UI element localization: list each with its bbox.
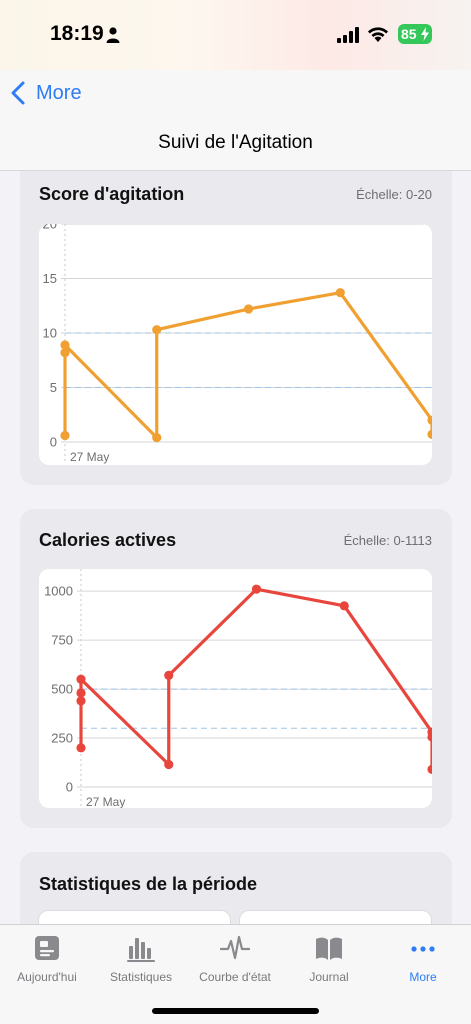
home-indicator xyxy=(152,1008,319,1014)
scroll-content[interactable]: Score d'agitation Échelle: 0-20 0 5 10 15 20… xyxy=(0,171,471,924)
y-tick-label: 0 xyxy=(66,780,73,795)
x-tick-label: 27 May xyxy=(86,795,125,808)
calories-scale-label: Échelle: 0-1113 xyxy=(343,533,432,548)
data-point xyxy=(152,433,162,443)
tab-statistics-label: Statistiques xyxy=(109,970,173,984)
data-point xyxy=(60,430,70,441)
data-point xyxy=(339,601,349,611)
data-point xyxy=(335,288,345,298)
data-point xyxy=(152,325,162,335)
calories-chart-svg: 0 250 500 750 1000 27 May xyxy=(44,569,432,808)
data-point xyxy=(164,759,174,770)
signal-icon xyxy=(337,27,359,43)
wifi-icon xyxy=(368,27,388,42)
y-tick-label: 15 xyxy=(43,271,57,286)
data-point xyxy=(60,340,70,350)
tab-journal-label: Journal xyxy=(309,970,349,984)
tab-today-label: Aujourd'hui xyxy=(17,970,77,984)
data-point xyxy=(76,696,86,706)
data-point xyxy=(427,415,432,425)
stats-card-title: Statistiques de la période xyxy=(39,874,258,894)
x-tick-label: 27 May xyxy=(70,450,109,464)
ellipsis-icon xyxy=(411,946,435,952)
data-point xyxy=(76,688,86,698)
waveform-icon xyxy=(220,935,250,960)
y-tick-label: 0 xyxy=(50,435,57,450)
agitation-chart-svg: 0 5 10 15 20 27 May xyxy=(43,224,432,464)
bolt-icon xyxy=(421,27,429,41)
page-title: Suivi de l'Agitation xyxy=(158,132,313,153)
calories-chart: 0 250 500 750 1000 27 May xyxy=(39,569,432,808)
agitation-card-title: Score d'agitation xyxy=(39,184,185,204)
status-time: 18:19 xyxy=(50,22,104,45)
today-card-icon xyxy=(35,936,59,960)
battery-indicator: 85 xyxy=(398,24,432,44)
y-tick-label: 750 xyxy=(51,633,73,648)
tab-journal[interactable]: Journal xyxy=(282,931,376,991)
tab-more[interactable]: More xyxy=(376,931,470,991)
battery-level: 85 xyxy=(401,26,417,42)
back-button-label: More xyxy=(36,81,82,104)
stats-card: Statistiques de la période xyxy=(20,852,452,924)
chevron-left-icon xyxy=(11,81,25,105)
agitation-chart: 0 5 10 15 20 27 May xyxy=(39,224,432,465)
series-line xyxy=(79,587,432,771)
y-tick-label: 20 xyxy=(43,224,57,232)
y-tick-label: 500 xyxy=(51,682,73,697)
data-point xyxy=(427,732,432,742)
book-icon xyxy=(316,937,342,960)
y-tick-label: 250 xyxy=(51,731,73,746)
y-tick-label: 1000 xyxy=(44,584,73,599)
calories-card: Calories actives Échelle: 0-1113 0 250 500… xyxy=(20,509,452,828)
stat-tile xyxy=(38,910,231,924)
agitation-scale-label: Échelle: 0-20 xyxy=(356,187,432,202)
data-point xyxy=(243,304,254,314)
tab-more-label: More xyxy=(409,970,437,984)
data-point xyxy=(251,584,262,594)
calories-card-title: Calories actives xyxy=(39,530,177,550)
tab-statistics[interactable]: Statistiques xyxy=(94,931,188,991)
data-point xyxy=(76,743,86,753)
tab-today[interactable]: Aujourd'hui xyxy=(0,931,94,991)
person-icon xyxy=(106,27,120,43)
y-tick-label: 10 xyxy=(43,326,57,341)
agitation-card: Score d'agitation Échelle: 0-20 0 5 10 15 20… xyxy=(20,171,452,485)
stat-tile xyxy=(239,910,432,924)
tab-state-curve[interactable]: Courbe d'état xyxy=(188,931,282,991)
data-point xyxy=(60,348,70,358)
data-point xyxy=(427,429,432,439)
tab-state-curve-label: Courbe d'état xyxy=(199,970,271,984)
series-line xyxy=(63,291,432,440)
bar-chart-icon xyxy=(127,938,155,962)
tab-bar: Aujourd'hui Statistiques Courbe d'état J… xyxy=(0,924,471,1024)
navigation-bar: More Suivi de l'Agitation xyxy=(0,70,471,171)
y-tick-label: 5 xyxy=(50,380,57,395)
data-point xyxy=(164,670,174,680)
back-button[interactable]: More xyxy=(10,78,82,108)
status-bar: 18:19 85 xyxy=(0,0,471,70)
data-point xyxy=(427,764,432,774)
data-point xyxy=(76,674,86,684)
